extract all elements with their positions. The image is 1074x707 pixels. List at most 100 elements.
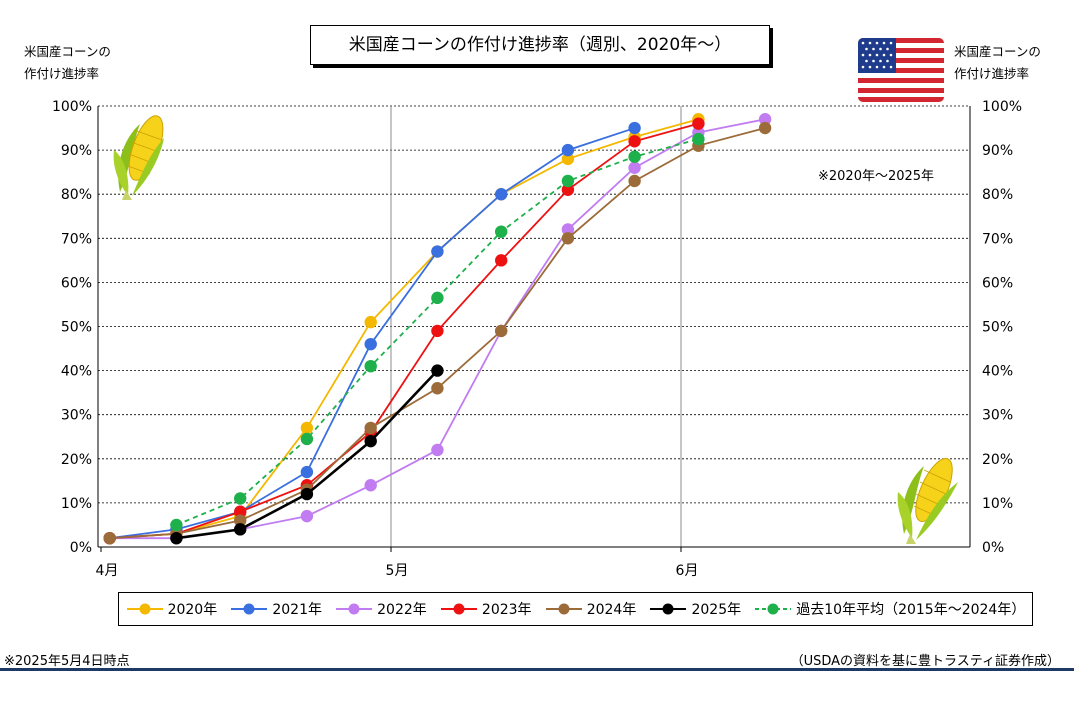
data-point bbox=[234, 514, 247, 527]
y-tick-label-left: 100% bbox=[52, 99, 92, 115]
legend-swatch-marker bbox=[139, 603, 151, 615]
data-point bbox=[692, 132, 705, 146]
data-point bbox=[628, 121, 641, 135]
series-line bbox=[109, 127, 635, 540]
data-point bbox=[103, 531, 116, 545]
left-axis-title: 米国産コーンの 作付け進捗率 bbox=[24, 41, 111, 85]
legend-item: 2021年 bbox=[230, 599, 322, 619]
legend-item: 2024年 bbox=[545, 599, 637, 619]
data-point bbox=[561, 183, 575, 196]
legend-swatch-marker bbox=[662, 603, 674, 615]
legend-item: 2025年 bbox=[649, 599, 741, 619]
legend-label: 2023年 bbox=[481, 602, 532, 618]
series-6 bbox=[170, 132, 705, 532]
legend-label: 2024年 bbox=[586, 602, 637, 618]
y-tick-label-left: 30% bbox=[61, 408, 92, 424]
data-point bbox=[431, 443, 444, 457]
corn-icon bbox=[113, 115, 164, 200]
series-line bbox=[109, 122, 699, 540]
series-3 bbox=[103, 117, 705, 545]
data-point bbox=[758, 113, 772, 126]
source-note: （USDAの資料を基に豊トラスティ証券作成） bbox=[790, 654, 1060, 669]
data-point bbox=[495, 225, 508, 238]
us-flag-icon bbox=[858, 38, 944, 102]
y-tick-label-right: 60% bbox=[982, 275, 1013, 291]
y-tick-label-right: 90% bbox=[982, 143, 1013, 159]
y-tick-label-left: 40% bbox=[61, 364, 92, 380]
legend-swatch bbox=[755, 603, 792, 615]
x-tick-label: 6月 bbox=[676, 563, 699, 579]
data-point bbox=[364, 315, 377, 329]
y-tick-label-left: 70% bbox=[61, 231, 92, 247]
y-tick-label-left: 60% bbox=[61, 275, 92, 291]
data-point bbox=[561, 232, 575, 245]
legend-label: 2021年 bbox=[272, 602, 322, 618]
y-tick-label-right: 30% bbox=[982, 408, 1013, 424]
left-axis-title-line2: 作付け進捗率 bbox=[24, 66, 100, 81]
y-tick-label-left: 0% bbox=[70, 540, 92, 556]
data-point bbox=[628, 135, 641, 148]
legend-swatch-marker bbox=[558, 603, 570, 615]
legend-swatch bbox=[126, 603, 163, 615]
legend-swatch-marker bbox=[453, 603, 465, 615]
data-point bbox=[692, 117, 705, 130]
legend-swatch-marker bbox=[243, 603, 255, 615]
series-lines bbox=[103, 113, 772, 545]
data-point bbox=[758, 121, 772, 135]
y-tick-label-left: 50% bbox=[61, 320, 92, 336]
data-point bbox=[561, 223, 575, 236]
data-point bbox=[170, 518, 183, 532]
series-5 bbox=[170, 364, 444, 545]
right-axis-title: 米国産コーンの 作付け進捗率 bbox=[954, 41, 1041, 85]
data-point bbox=[300, 421, 314, 435]
data-point bbox=[300, 509, 314, 523]
y-tick-label-right: 50% bbox=[982, 320, 1013, 336]
period-note: ※2020年～2025年 bbox=[818, 169, 935, 184]
data-point bbox=[234, 523, 247, 536]
data-point bbox=[364, 479, 377, 492]
legend-swatch-marker bbox=[348, 603, 360, 615]
data-point bbox=[234, 505, 247, 518]
data-point bbox=[431, 364, 444, 377]
data-point bbox=[561, 143, 575, 157]
y-tick-label-left: 10% bbox=[61, 496, 92, 512]
data-point bbox=[561, 152, 575, 166]
y-tick-label-left: 20% bbox=[61, 452, 92, 468]
legend-swatch bbox=[650, 603, 687, 615]
right-axis-title-line1: 米国産コーンの bbox=[954, 44, 1041, 59]
legend-swatch bbox=[231, 603, 268, 615]
data-point bbox=[495, 254, 508, 267]
y-tick-label-right: 10% bbox=[982, 496, 1013, 512]
data-point bbox=[364, 359, 377, 373]
series-line bbox=[109, 118, 699, 540]
x-tick-label: 5月 bbox=[386, 563, 409, 579]
y-tick-label-left: 90% bbox=[61, 143, 92, 159]
data-point bbox=[300, 432, 314, 446]
legend-label: 2025年 bbox=[691, 602, 742, 618]
y-tick-label-right: 0% bbox=[982, 540, 1004, 556]
corn-icon bbox=[897, 457, 958, 544]
data-point bbox=[364, 421, 377, 435]
data-point bbox=[628, 161, 641, 174]
legend-swatch bbox=[440, 603, 477, 615]
legend-label: 過去10年平均（2015年～2024年） bbox=[796, 602, 1026, 618]
legend-item: 2020年 bbox=[126, 599, 217, 619]
legend-swatch-marker bbox=[767, 603, 779, 615]
right-axis-title-line2: 作付け進捗率 bbox=[954, 66, 1030, 81]
data-point bbox=[431, 291, 444, 305]
left-axis-title-line1: 米国産コーンの bbox=[24, 44, 111, 59]
legend-label: 2022年 bbox=[377, 602, 427, 618]
y-tick-label-left: 80% bbox=[61, 187, 92, 203]
legend-swatch bbox=[545, 603, 582, 615]
data-point bbox=[561, 174, 575, 188]
data-point bbox=[234, 492, 247, 505]
data-point bbox=[628, 150, 641, 163]
y-tick-label-right: 40% bbox=[982, 364, 1013, 380]
data-point bbox=[364, 434, 377, 448]
axes: 0% 0% 10% 10% 20% 20% 30% 30% 40% 40% 50% 50% 60% 60%… bbox=[52, 99, 1022, 579]
data-point bbox=[170, 531, 183, 545]
data-point bbox=[431, 324, 444, 338]
x-tick-label: 4月 bbox=[96, 563, 119, 579]
data-point bbox=[431, 245, 444, 258]
